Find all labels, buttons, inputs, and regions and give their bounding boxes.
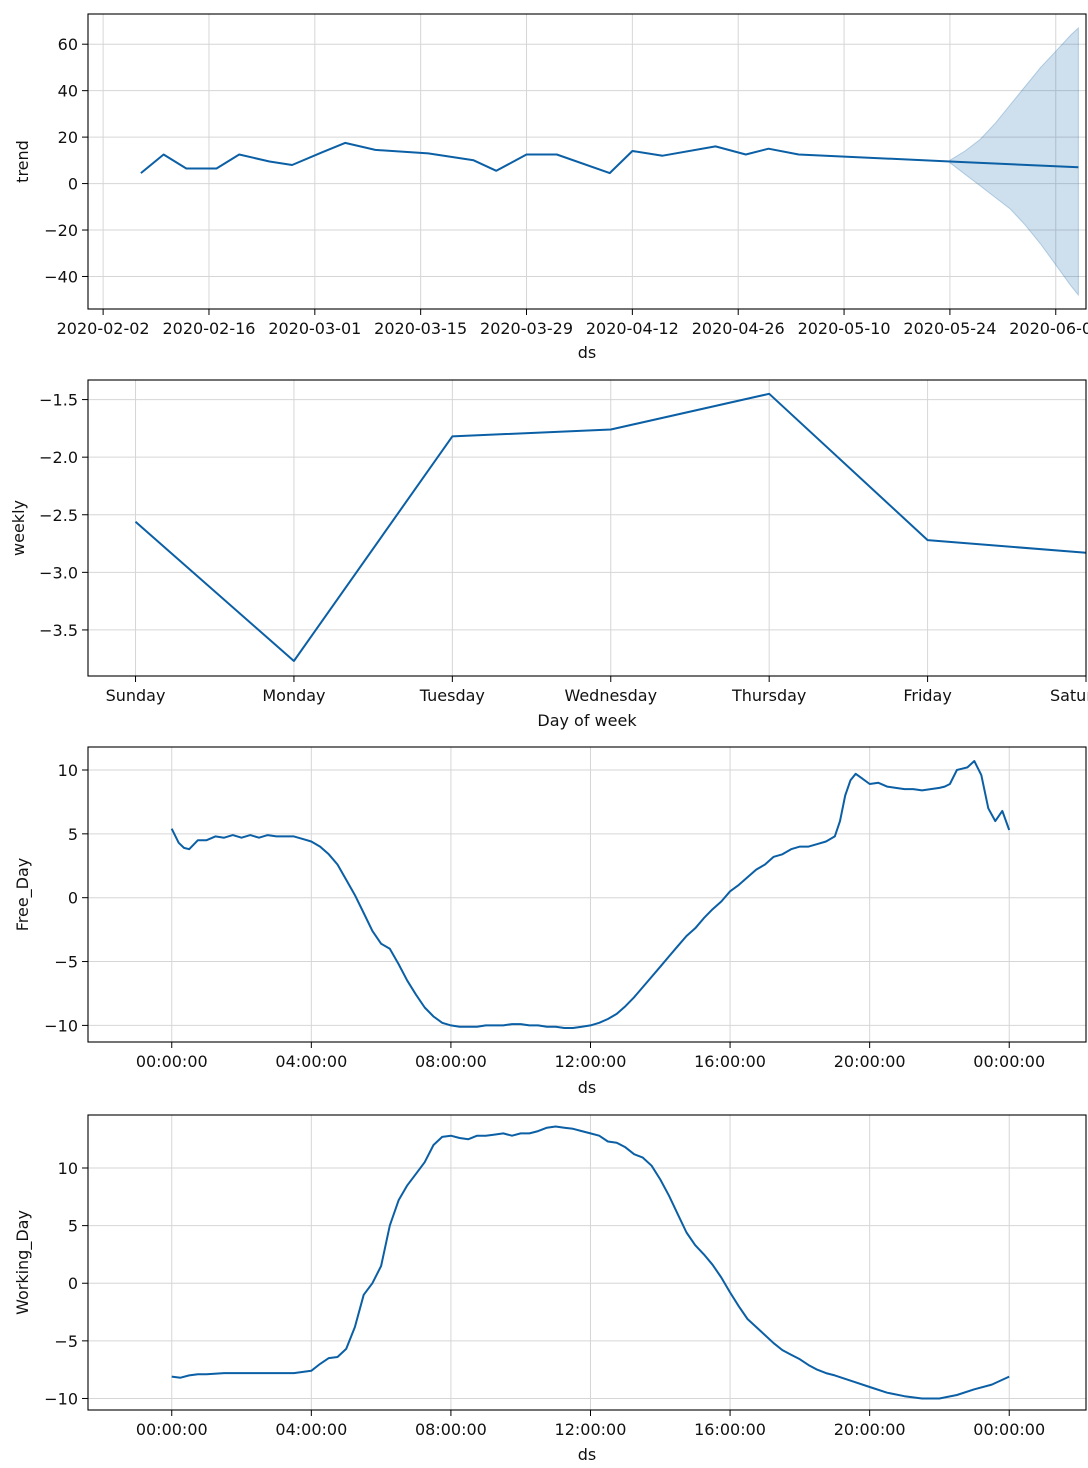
y-tick-label: −5	[54, 953, 78, 972]
y-tick-label: 60	[58, 35, 78, 54]
x-tick-label: 2020-05-24	[903, 319, 996, 338]
x-tick-label: 2020-05-10	[798, 319, 891, 338]
x-axis-label: ds	[578, 1078, 597, 1097]
y-tick-label: 40	[58, 82, 78, 101]
y-tick-label: 10	[58, 1159, 78, 1178]
grid	[88, 380, 1087, 676]
x-tick-label: Saturday	[1050, 686, 1088, 705]
series-line	[134, 392, 1087, 662]
working-day-chart: 00:00:00 04:00:00 08:00:00 12:00:00 16:00:00…	[13, 1114, 1087, 1464]
x-tick-label: 12:00:00	[555, 1052, 627, 1071]
uncertainty-band	[949, 26, 1079, 297]
y-tick-label: 5	[68, 1217, 78, 1236]
x-tick-label: 2020-04-12	[586, 319, 679, 338]
y-tick-label: −10	[44, 1016, 78, 1035]
series-line	[171, 1125, 1010, 1400]
x-tick-label: 08:00:00	[415, 1052, 487, 1071]
x-tick-label: 2020-03-15	[374, 319, 467, 338]
x-axis-label: ds	[578, 1445, 597, 1464]
series-line	[170, 760, 1011, 1029]
y-axis-label: Working_Day	[13, 1210, 33, 1315]
y-tick-label: 5	[68, 825, 78, 844]
x-tick-label: Tuesday	[419, 686, 485, 705]
x-tick-label: 08:00:00	[415, 1420, 487, 1439]
y-tick-label: 0	[68, 889, 78, 908]
x-tick-label: 2020-06-07	[1009, 319, 1088, 338]
grid	[88, 14, 1086, 309]
y-tick-label: −2.5	[39, 506, 78, 525]
y-tick-label: −1.5	[39, 391, 78, 410]
y-tick-label: −3.0	[39, 563, 78, 582]
y-tick-label: −20	[44, 221, 78, 240]
x-tick-label: 00:00:00	[136, 1052, 208, 1071]
trend-chart: 2020-02-02 2020-02-16 2020-03-01 2020-03-15…	[13, 13, 1088, 362]
grid	[88, 747, 1086, 1042]
x-tick-label: 2020-02-16	[162, 319, 255, 338]
y-tick-label: −2.0	[39, 448, 78, 467]
x-axis-label: Day of week	[537, 711, 637, 730]
y-tick-label: −40	[44, 267, 78, 286]
plot-frame	[87, 13, 1087, 310]
x-tick-label: 2020-02-02	[57, 319, 150, 338]
series-line	[140, 141, 1079, 175]
x-tick-label: Friday	[903, 686, 952, 705]
free-day-chart: 00:00:00 04:00:00 08:00:00 12:00:00 16:00:00…	[13, 746, 1087, 1097]
x-tick-label: 00:00:00	[973, 1420, 1045, 1439]
y-tick-label: −5	[54, 1332, 78, 1351]
x-tick-label: Wednesday	[564, 686, 657, 705]
y-tick-label: 0	[68, 1274, 78, 1293]
x-tick-label: 2020-04-26	[692, 319, 785, 338]
y-tick-label: 0	[68, 175, 78, 194]
y-axis-label: Free_Day	[13, 858, 33, 932]
x-tick-label: 00:00:00	[973, 1052, 1045, 1071]
x-tick-label: Sunday	[106, 686, 166, 705]
x-tick-label: 2020-03-01	[268, 319, 361, 338]
y-tick-label: 10	[58, 761, 78, 780]
weekly-chart: Sunday Monday Tuesday Wednesday Thursday Frid…	[9, 379, 1088, 730]
plot-frame	[87, 1114, 1087, 1411]
x-tick-label: 16:00:00	[694, 1052, 766, 1071]
x-tick-label: 12:00:00	[555, 1420, 627, 1439]
x-tick-label: Thursday	[731, 686, 806, 705]
x-tick-label: Monday	[262, 686, 325, 705]
y-axis-label: trend	[13, 140, 32, 183]
y-tick-label: −3.5	[39, 621, 78, 640]
x-tick-label: 04:00:00	[275, 1052, 347, 1071]
x-tick-label: 20:00:00	[834, 1052, 906, 1071]
x-tick-label: 20:00:00	[834, 1420, 906, 1439]
x-tick-label: 04:00:00	[275, 1420, 347, 1439]
x-tick-label: 16:00:00	[694, 1420, 766, 1439]
x-axis-label: ds	[578, 343, 597, 362]
plot-frame	[87, 746, 1087, 1043]
y-tick-label: −10	[44, 1389, 78, 1408]
y-tick-label: 20	[58, 128, 78, 147]
grid	[88, 1115, 1086, 1410]
y-axis-label: weekly	[9, 500, 28, 556]
x-tick-label: 00:00:00	[136, 1420, 208, 1439]
plot-frame	[87, 379, 1087, 677]
x-tick-label: 2020-03-29	[480, 319, 573, 338]
